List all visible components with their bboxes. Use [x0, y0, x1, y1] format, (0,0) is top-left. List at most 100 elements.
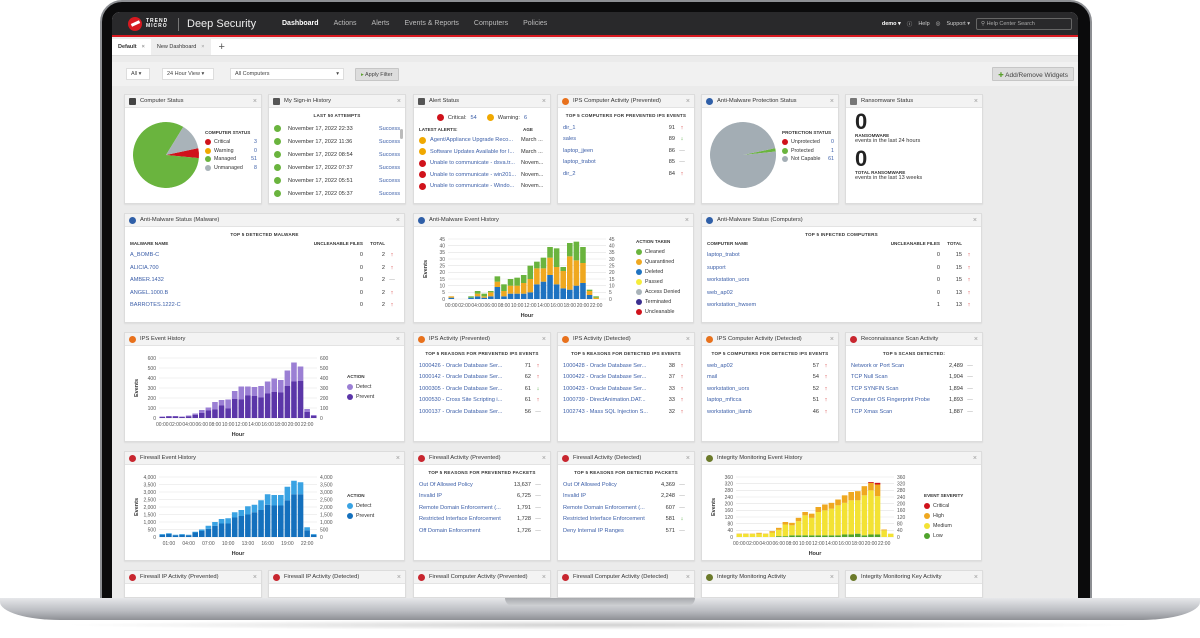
item-link[interactable]: workstation_uors: [707, 277, 750, 284]
alert-row[interactable]: Unable to communicate - win201... Novem..…: [414, 169, 550, 181]
close-icon[interactable]: ×: [684, 216, 689, 224]
help-link[interactable]: Help: [918, 21, 930, 27]
add-remove-widgets-button[interactable]: ✚ Add/Remove Widgets: [992, 67, 1074, 81]
close-icon[interactable]: ×: [973, 97, 978, 105]
close-icon[interactable]: ×: [541, 454, 546, 462]
legend-count[interactable]: 0: [254, 147, 257, 154]
legend-item[interactable]: Prevent: [347, 392, 404, 402]
item-link[interactable]: Off Domain Enforcement: [419, 527, 481, 534]
ransomware-count[interactable]: 0: [855, 146, 868, 171]
alert-link[interactable]: Unable to communicate - dsva.tr...: [430, 160, 515, 167]
legend-item[interactable]: Access Denied: [636, 287, 693, 297]
item-link[interactable]: TCP Null Scan: [851, 374, 888, 381]
scrollbar[interactable]: [400, 129, 403, 139]
nav-events-reports[interactable]: Events & Reports: [404, 20, 459, 27]
nav-policies[interactable]: Policies: [523, 20, 548, 27]
legend-item[interactable]: Protected 1: [782, 147, 834, 156]
item-link[interactable]: sales: [563, 136, 577, 143]
item-link[interactable]: dir_2: [563, 170, 576, 177]
computers-select[interactable]: All Computers ▾: [230, 68, 344, 80]
item-link[interactable]: mail: [707, 374, 718, 381]
close-icon[interactable]: ×: [541, 335, 546, 343]
scope-select[interactable]: All ▾: [126, 68, 150, 80]
legend-item[interactable]: Unprotected 0: [782, 138, 834, 147]
user-menu[interactable]: demo ▾: [881, 21, 901, 27]
item-link[interactable]: 1000428 - Oracle Database Ser...: [563, 362, 647, 369]
legend-item[interactable]: Quarantined: [636, 257, 693, 267]
support-menu[interactable]: Support ▾: [946, 21, 970, 27]
nav-computers[interactable]: Computers: [473, 20, 509, 27]
item-link[interactable]: workstation_uors: [707, 385, 750, 392]
legend-item[interactable]: Uncleanable: [636, 307, 693, 317]
legend-count[interactable]: 8: [254, 164, 257, 171]
close-icon[interactable]: ×: [396, 97, 401, 105]
close-icon[interactable]: ×: [685, 335, 690, 343]
close-icon[interactable]: ×: [973, 335, 978, 343]
legend-item[interactable]: High: [924, 511, 981, 521]
item-link[interactable]: TCP SYNFIN Scan: [851, 385, 899, 392]
legend-item[interactable]: Critical 3: [205, 138, 257, 147]
legend-item[interactable]: Not Capable 61: [782, 155, 834, 164]
time-view-select[interactable]: 24 Hour View ▾: [162, 68, 214, 80]
item-link[interactable]: Out Of Allowed Policy: [563, 481, 617, 488]
item-link[interactable]: 1000530 - Cross Site Scripting i...: [419, 397, 503, 404]
item-link[interactable]: Remote Domain Enforcement (...: [419, 504, 501, 511]
legend-count[interactable]: 1: [831, 147, 834, 154]
legend-item[interactable]: Unmanaged 8: [205, 164, 257, 173]
item-link[interactable]: Invalid IP: [563, 493, 587, 500]
close-icon[interactable]: ×: [541, 97, 546, 105]
item-link[interactable]: support: [707, 264, 726, 271]
item-link[interactable]: Restricted Interface Enforcement: [563, 516, 645, 523]
item-link[interactable]: workstation_ilamb: [707, 408, 752, 415]
add-tab-button[interactable]: +: [218, 41, 225, 53]
close-icon[interactable]: ×: [395, 335, 400, 343]
item-link[interactable]: laptop_trabot: [707, 252, 740, 259]
legend-item[interactable]: Critical: [924, 501, 981, 511]
close-icon[interactable]: ×: [685, 573, 690, 581]
close-icon[interactable]: ×: [829, 335, 834, 343]
item-link[interactable]: 1000305 - Oracle Database Ser...: [419, 385, 503, 392]
legend-item[interactable]: Warning 0: [205, 147, 257, 156]
legend-item[interactable]: Terminated: [636, 297, 693, 307]
close-icon[interactable]: ×: [541, 573, 546, 581]
critical-count[interactable]: 54: [470, 114, 477, 121]
close-icon[interactable]: ×: [973, 573, 978, 581]
close-icon[interactable]: ×: [252, 573, 257, 581]
legend-item[interactable]: Deleted: [636, 267, 693, 277]
item-link[interactable]: web_ap02: [707, 362, 733, 369]
legend-item[interactable]: Medium: [924, 521, 981, 531]
item-link[interactable]: Deny Internal IP Ranges: [563, 527, 624, 534]
item-link[interactable]: Invalid IP: [419, 493, 443, 500]
item-link[interactable]: laptop_mficca: [707, 397, 742, 404]
nav-alerts[interactable]: Alerts: [371, 20, 390, 27]
item-link[interactable]: TCP Xmas Scan: [851, 408, 893, 415]
item-link[interactable]: 1000426 - Oracle Database Ser...: [419, 362, 503, 369]
close-icon[interactable]: ×: [395, 454, 400, 462]
item-link[interactable]: 1000422 - Oracle Database Ser...: [563, 374, 647, 381]
item-link[interactable]: laptop_jjeen: [563, 147, 594, 154]
tab-default[interactable]: Default ×: [112, 39, 151, 55]
signin-status[interactable]: Success: [378, 125, 400, 132]
item-link[interactable]: workstation_hwsem: [707, 302, 757, 309]
item-link[interactable]: ALICIA.700: [130, 264, 159, 271]
alert-link[interactable]: Agent/Appliance Upgrade Reco...: [430, 137, 514, 144]
alert-row[interactable]: Agent/Appliance Upgrade Reco... March ...: [414, 135, 550, 147]
legend-item[interactable]: Low: [924, 531, 981, 541]
item-link[interactable]: AMBER.1432: [130, 277, 164, 284]
close-icon[interactable]: ×: [252, 97, 257, 105]
item-link[interactable]: Computer OS Fingerprint Probe: [851, 397, 930, 404]
close-icon[interactable]: ×: [685, 97, 690, 105]
legend-count[interactable]: 61: [828, 156, 834, 163]
item-link[interactable]: 1000739 - DirectAnimation.DAT...: [563, 397, 646, 404]
legend-item[interactable]: Passed: [636, 277, 693, 287]
alert-row[interactable]: Unable to communicate - dsva.tr... Novem.…: [414, 158, 550, 170]
help-center-search[interactable]: ⚲ Help Center Search: [976, 18, 1072, 30]
signin-status[interactable]: Success: [378, 151, 400, 158]
close-icon[interactable]: ×: [829, 97, 834, 105]
item-link[interactable]: 1000142 - Oracle Database Ser...: [419, 374, 503, 381]
alert-link[interactable]: Software Updates Available for I...: [430, 148, 515, 155]
item-link[interactable]: 1000423 - Oracle Database Ser...: [563, 385, 647, 392]
signin-status[interactable]: Success: [378, 177, 400, 184]
item-link[interactable]: dir_1: [563, 124, 576, 131]
item-link[interactable]: Restricted Interface Enforcement: [419, 516, 501, 523]
